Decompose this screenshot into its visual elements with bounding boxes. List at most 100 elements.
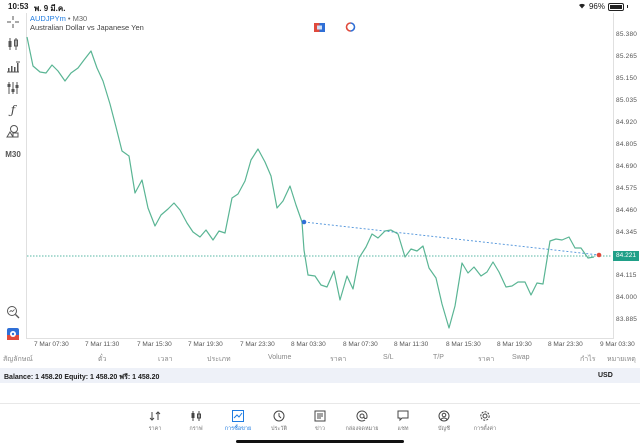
tab-account[interactable]: บัญชี xyxy=(424,409,464,433)
price-tick: 85.150 xyxy=(616,75,638,82)
indicators-icon[interactable] xyxy=(4,58,22,74)
col-ticket[interactable]: ตั๋ว xyxy=(98,356,107,363)
tab-label: กราฟ xyxy=(189,426,203,432)
chat-icon xyxy=(383,409,423,423)
account-icon xyxy=(424,409,464,423)
trade-icon xyxy=(218,409,258,423)
price-tick: 84.920 xyxy=(616,119,638,126)
price-tick: 84.575 xyxy=(616,185,638,192)
objects-icon[interactable] xyxy=(4,123,22,139)
battery-tip xyxy=(627,5,628,8)
sliders-icon[interactable] xyxy=(4,80,22,96)
chart-toolbar: ƒ M30 xyxy=(0,13,26,340)
col-tp[interactable]: T/P xyxy=(433,354,444,361)
tab-chat[interactable]: แชท xyxy=(383,409,423,433)
time-tick: 7 Mar 07:30 xyxy=(34,341,69,348)
account-currency: USD xyxy=(598,372,613,379)
col-profit[interactable]: กำไร xyxy=(580,356,596,363)
time-tick: 8 Mar 19:30 xyxy=(497,341,532,348)
tab-trade[interactable]: การซื้อขาย xyxy=(218,409,258,433)
time-tick: 8 Mar 11:30 xyxy=(394,341,429,348)
time-axis[interactable]: 7 Mar 07:30 7 Mar 11:30 7 Mar 15:30 7 Ma… xyxy=(26,339,640,351)
chart-timeframe: M30 xyxy=(72,14,88,23)
chart-title: AUDJPYm • M30 Australian Dollar vs Japan… xyxy=(30,14,144,32)
one-click-panel-icon[interactable] xyxy=(314,19,325,32)
battery-percent: 96% xyxy=(588,2,605,11)
wifi-icon xyxy=(578,2,586,11)
time-tick: 8 Mar 15:30 xyxy=(446,341,481,348)
price-tick: 85.380 xyxy=(616,31,638,38)
tab-label: กล่องจดหมาย xyxy=(345,426,379,432)
quotes-icon xyxy=(135,409,175,423)
tab-history[interactable]: ประวัติ xyxy=(259,409,299,433)
time-tick: 8 Mar 03:30 xyxy=(291,341,326,348)
price-tick: 84.805 xyxy=(616,141,638,148)
price-tick: 84.690 xyxy=(616,163,638,170)
col-symbol[interactable]: สัญลักษณ์ xyxy=(3,356,33,363)
battery-icon xyxy=(608,2,624,11)
candlestick-icon[interactable] xyxy=(4,36,22,52)
chart-symbol[interactable]: AUDJPYm xyxy=(30,14,66,23)
function-icon[interactable]: ƒ xyxy=(10,103,16,117)
balance-bar: Balance: 1 458.20 Equity: 1 458.20 ฟรี: … xyxy=(0,368,640,383)
col-open-price[interactable]: ราคา xyxy=(330,356,347,363)
home-indicator xyxy=(236,440,404,443)
time-tick: 7 Mar 23:30 xyxy=(240,341,275,348)
mailbox-icon xyxy=(342,409,382,423)
one-click-trading-icon[interactable] xyxy=(4,326,22,342)
col-comment[interactable]: หมายเหตุ xyxy=(607,356,636,363)
price-tick: 84.345 xyxy=(616,229,638,236)
tab-settings[interactable]: การตั้งค่า xyxy=(465,409,505,433)
tab-mailbox[interactable]: กล่องจดหมาย xyxy=(342,409,382,433)
price-axis[interactable]: 85.380 85.265 85.150 85.035 84.920 84.80… xyxy=(612,13,640,338)
col-type[interactable]: ประเภท xyxy=(207,356,231,363)
crosshair-icon[interactable] xyxy=(4,14,22,30)
price-tick: 83.885 xyxy=(616,316,638,323)
tab-label: การตั้งค่า xyxy=(473,426,497,432)
time-tick: 9 Mar 03:30 xyxy=(600,341,635,348)
tab-news[interactable]: ข่าว xyxy=(300,409,340,433)
chart-top-buttons xyxy=(314,19,356,32)
tab-label: การซื้อขาย xyxy=(224,426,252,432)
col-volume[interactable]: Volume xyxy=(268,354,292,361)
status-right: 96% xyxy=(578,2,628,11)
news-icon xyxy=(300,409,340,423)
tab-label: ประวัติ xyxy=(270,426,288,432)
tab-label: ข่าว xyxy=(315,426,325,432)
price-tick: 84.460 xyxy=(616,207,638,214)
balance-text: Balance: 1 458.20 Equity: 1 458.20 ฟรี: … xyxy=(4,374,160,381)
col-sl[interactable]: S/L xyxy=(383,354,394,361)
tab-label: บัญชี xyxy=(438,426,450,432)
time-tick: 8 Mar 07:30 xyxy=(343,341,378,348)
status-date: พ. 9 มี.ค. xyxy=(34,4,66,13)
timeframe-button[interactable]: M30 xyxy=(5,149,21,159)
time-tick: 7 Mar 11:30 xyxy=(85,341,120,348)
status-bar: 10:53 พ. 9 มี.ค. 96% xyxy=(0,0,640,13)
tab-label: แชท xyxy=(397,426,409,432)
time-tick: 7 Mar 19:30 xyxy=(188,341,223,348)
chart-icon xyxy=(176,409,216,423)
history-icon xyxy=(259,409,299,423)
settings-icon xyxy=(465,409,505,423)
col-current-price[interactable]: ราคา xyxy=(478,356,495,363)
chart-area[interactable] xyxy=(26,13,614,339)
zoom-chart-icon[interactable] xyxy=(4,304,22,320)
col-time[interactable]: เวลา xyxy=(158,356,173,363)
depth-of-market-icon[interactable] xyxy=(345,19,356,32)
current-price-badge: 84.221 xyxy=(613,251,639,261)
price-tick: 84.000 xyxy=(616,294,638,301)
time-tick: 7 Mar 15:30 xyxy=(137,341,172,348)
time-tick: 8 Mar 23:30 xyxy=(548,341,583,348)
price-tick: 84.115 xyxy=(616,272,637,279)
price-tick: 85.035 xyxy=(616,97,638,104)
col-swap[interactable]: Swap xyxy=(512,354,530,361)
tab-label: ราคา xyxy=(148,426,162,432)
chart-separator: • xyxy=(65,14,73,23)
tab-chart[interactable]: กราฟ xyxy=(176,409,216,433)
status-time: 10:53 xyxy=(8,2,29,11)
bottom-tab-bar: ราคา กราฟ การซื้อขาย ประวัติ ข่าว กล่องจ… xyxy=(0,403,640,448)
price-tick: 85.265 xyxy=(616,53,638,60)
tab-quotes[interactable]: ราคา xyxy=(135,409,175,433)
trade-table-header: สัญลักษณ์ ตั๋ว เวลา ประเภท Volume ราคา S… xyxy=(0,351,640,369)
chart-description: Australian Dollar vs Japanese Yen xyxy=(30,23,144,32)
